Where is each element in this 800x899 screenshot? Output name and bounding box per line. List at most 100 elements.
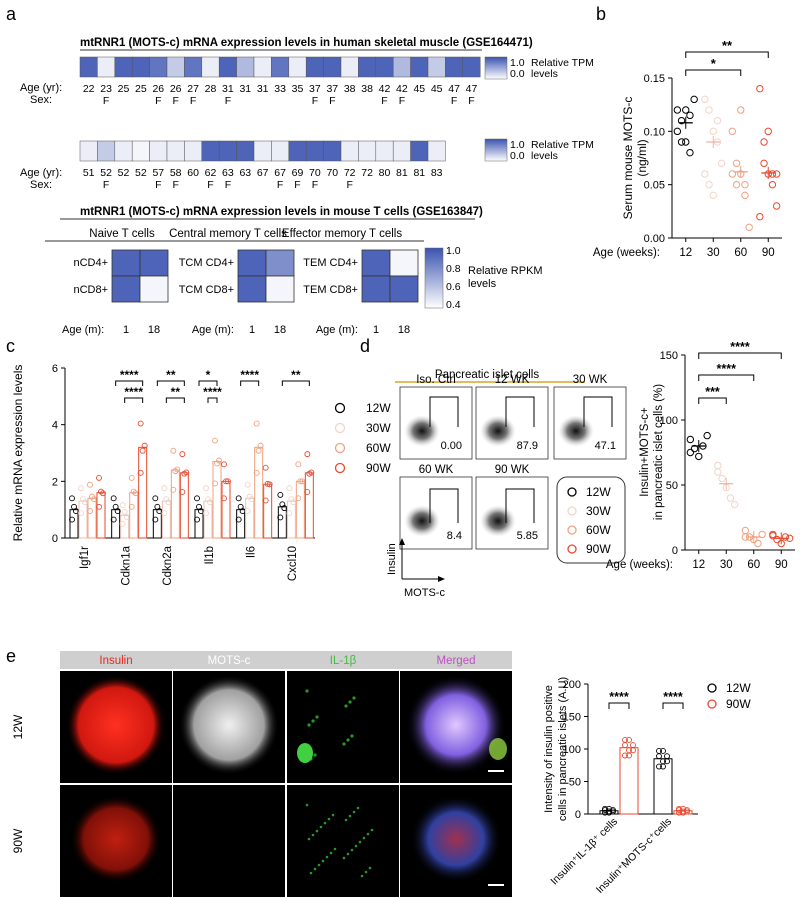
age-tick: 80 [379,167,391,179]
age-tick: 25 [118,83,130,95]
y-tick-label: 50 [569,777,581,789]
data-point [664,753,670,760]
data-point [194,495,200,502]
data-point [78,510,84,517]
data-point [676,807,682,814]
data-point [128,474,135,481]
bar [254,446,264,539]
heat-cell [392,140,411,162]
age-tick: 58 [170,167,182,179]
data-point [737,106,745,114]
il1b-signal [370,828,374,832]
data-point [772,170,781,178]
facs-plot-label: 60 WK [419,464,454,476]
heat-cell [288,56,307,78]
bar [179,472,189,539]
legend-marker [334,402,346,414]
bar [277,506,287,539]
il1b-signal [350,734,354,738]
heat-cell [236,56,255,78]
data-point [100,490,106,497]
heat-cell [323,56,342,78]
tcell-row-label: TEM CD4+ [303,257,358,269]
age-tick: 31 [239,83,251,95]
data-point [262,464,269,471]
data-point [676,809,682,816]
il1b-signal [342,742,346,746]
facs-gate [583,396,613,427]
data-point [686,435,695,444]
tcell-heat-cell [361,275,391,303]
x-tick-label: Igf1r [79,546,91,569]
y-tick-label: 150 [660,350,678,362]
data-point [741,180,749,189]
y-tick-label: 0.10 [644,126,665,138]
legend-marker [334,442,346,454]
age-tick: 31 [257,83,269,95]
age-tick: 60 [187,167,199,179]
data-point [656,763,662,770]
heat-cell [305,56,324,78]
il1b-signal [309,871,313,875]
sex-tick: F [103,95,109,107]
x-tick-label: 90 [762,247,775,259]
tcell-row-label: TCM CD8+ [179,284,234,296]
facs-plot-label: 90 WK [495,464,530,476]
age-m-label: Age (m): [316,324,358,336]
data-point [288,496,295,503]
data-point [728,170,737,178]
micrograph-panel [287,785,399,897]
bar [263,483,273,539]
legend-label: 90W [366,461,391,475]
y-tick-label: 100 [660,415,678,427]
sex-tick: F [190,95,196,107]
tpm-legend-levels-2: levels [531,150,558,162]
data-point [170,486,177,493]
legend-marker [334,422,346,434]
il1b-signal [366,832,370,836]
age-tick: 69 [292,167,304,179]
data-point [253,420,260,427]
significance-bracket [124,397,144,403]
heat-cell [445,56,464,78]
sex-tick: F [468,95,474,107]
y-tick-label: 2 [52,476,58,488]
tcell-heat-cell [265,275,295,303]
il1b-signal [348,700,352,704]
il1b-signal [311,833,315,837]
panel-d: Pancreatic islet cells Iso. Ctrl 0.00 12 W… [386,340,795,599]
age-tick: 67 [274,167,286,179]
sex-label-row2: Sex: [30,179,52,191]
rpkm-legend-label-2: levels [468,278,497,290]
facs-plot-label: Iso. Ctrl [416,374,456,386]
il1b-signal [344,818,348,822]
age-tick: 37 [326,83,338,95]
data-point [110,516,117,523]
data-point [660,763,666,770]
il1b-signal [364,870,368,874]
age-tick: 42 [396,83,408,95]
panel-e: Insulin MOTS-c IL-1β Merged 12W 90W 0 50 100 150 2… [11,651,751,897]
tcell-group-title: Effector memory T cells [282,228,402,240]
tcell-row-label: nCD8+ [73,284,108,296]
age-tick: 72 [344,167,356,179]
data-point [216,457,222,464]
data-point [286,510,293,517]
significance-label: ** [291,368,301,382]
x-axis-label: Age (weeks): [606,559,673,571]
x-tick-label: 30 [720,559,733,571]
il1b-signal [313,753,317,757]
bar [96,492,106,539]
il1b-signal [329,851,333,855]
facs-value: 8.4 [447,530,462,542]
tpm-legend-levels-1: levels [531,68,558,80]
heat-cell [323,140,342,162]
rpkm-tick-0: 1.0 [446,245,461,257]
y-axis-label-2: (ng/ml) [635,139,649,176]
sex-tick: F [225,179,231,191]
data-point [760,159,768,168]
tpm-legend-label-2: Relative TPM [531,139,594,151]
data-point [764,127,772,136]
rpkm-tick-3: 0.4 [446,299,461,311]
age-tick: 70 [326,167,338,179]
